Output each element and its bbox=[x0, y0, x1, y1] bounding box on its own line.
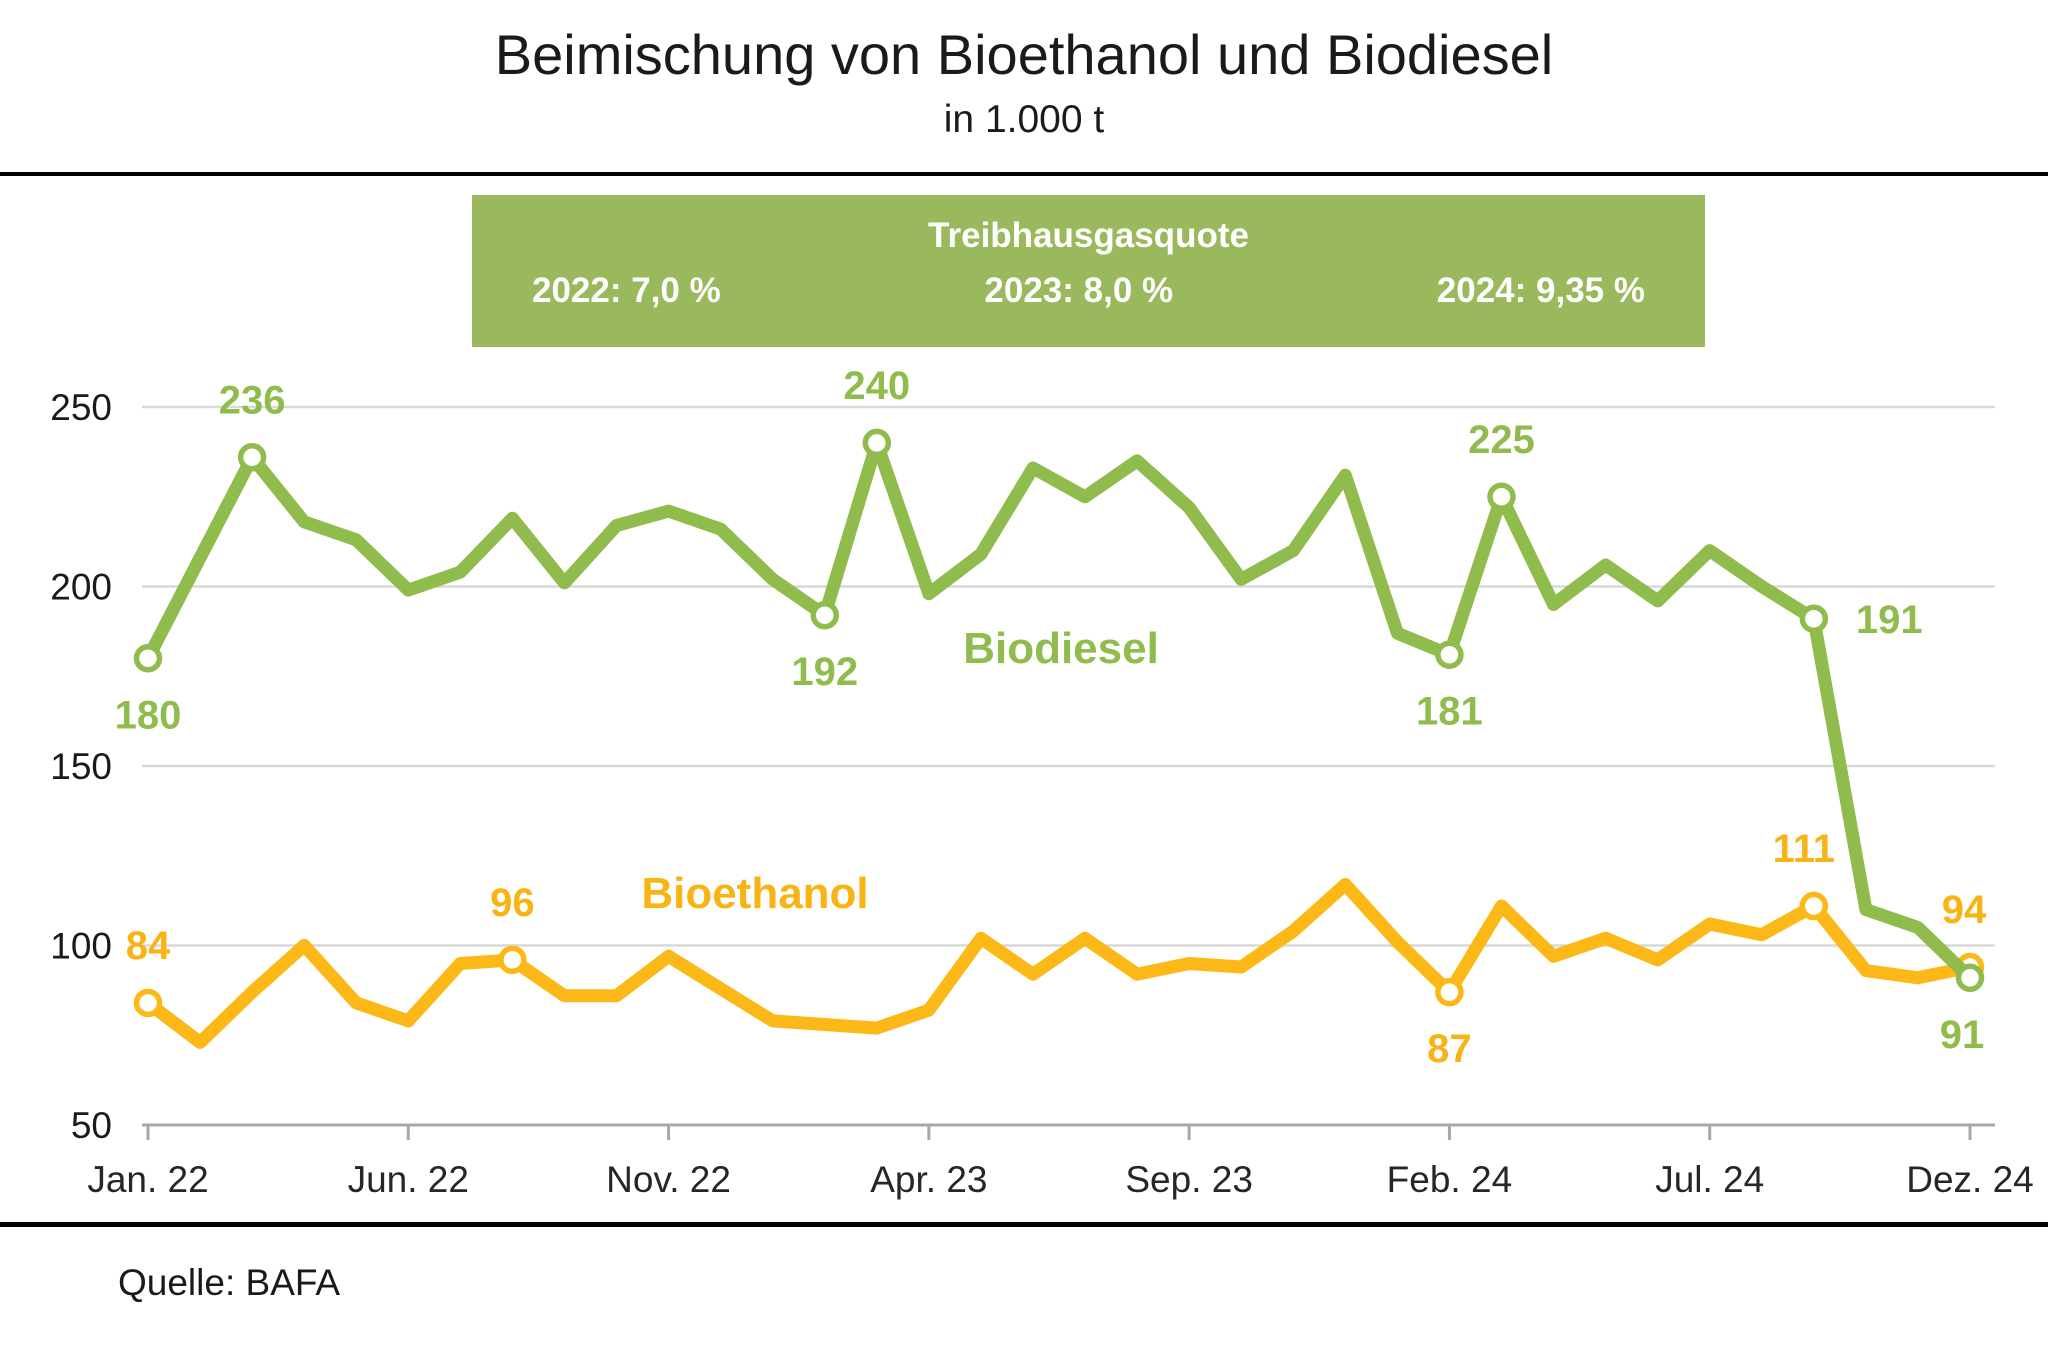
biodiesel-line bbox=[141, 436, 1977, 985]
y-axis-label-200: 200 bbox=[50, 567, 112, 608]
biodiesel-marker-236 bbox=[237, 443, 267, 472]
x-axis-label-6: Jul. 24 bbox=[1655, 1159, 1764, 1200]
x-axis-label-3: Apr. 23 bbox=[870, 1159, 987, 1200]
x-axis-label-0: Jan. 22 bbox=[87, 1159, 208, 1200]
y-axis-label-50: 50 bbox=[71, 1105, 112, 1146]
biodiesel-series-label: Biodiesel bbox=[963, 624, 1159, 673]
x-axis-label-5: Feb. 24 bbox=[1387, 1159, 1512, 1200]
bioethanol-marker-84 bbox=[133, 988, 163, 1018]
biodiesel-marker-192 bbox=[810, 600, 839, 630]
x-axis-label-7: Dez. 24 bbox=[1906, 1159, 2034, 1200]
quota-2024: 2024: 9,35 % bbox=[1436, 271, 1645, 310]
biodiesel-point-label-180: 180 bbox=[115, 693, 182, 737]
quota-banner-row: 2022: 7,0 % 2023: 8,0 % 2024: 9,35 % bbox=[472, 257, 1705, 311]
header-divider bbox=[0, 172, 2048, 176]
bioethanol-point-label-84: 84 bbox=[126, 924, 171, 968]
biodiesel-marker-181 bbox=[1435, 640, 1464, 669]
biodiesel-marker-91 bbox=[1955, 963, 1985, 993]
y-axis-label-250: 250 bbox=[50, 387, 112, 428]
source-label: Quelle: BAFA bbox=[118, 1262, 341, 1303]
y-axis-label-100: 100 bbox=[50, 926, 112, 967]
quota-banner: Treibhausgasquote 2022: 7,0 % 2023: 8,0 … bbox=[472, 195, 1705, 347]
biodiesel-marker-191 bbox=[1799, 604, 1829, 634]
bioethanol-point-label-96: 96 bbox=[490, 881, 535, 925]
footer-divider bbox=[0, 1222, 2048, 1227]
page-title: Beimischung von Bioethanol und Biodiesel bbox=[494, 23, 1554, 86]
bioethanol-marker-87 bbox=[1435, 977, 1464, 1007]
bioethanol-point-label-87: 87 bbox=[1427, 1027, 1472, 1071]
bioethanol-line bbox=[141, 878, 1977, 1049]
bioethanol-point-label-111: 111 bbox=[1773, 827, 1835, 871]
biodiesel-marker-225 bbox=[1487, 482, 1516, 511]
biodiesel-point-label-236: 236 bbox=[219, 378, 286, 422]
biodiesel-point-label-91: 91 bbox=[1940, 1013, 1985, 1057]
biodiesel-point-label-225: 225 bbox=[1468, 418, 1535, 462]
bioethanol-point-label-94: 94 bbox=[1942, 888, 1987, 932]
bioethanol-marker-96 bbox=[498, 945, 527, 975]
quota-banner-title: Treibhausgasquote bbox=[928, 216, 1249, 255]
y-axis-label-150: 150 bbox=[50, 746, 112, 787]
biodiesel-point-label-181: 181 bbox=[1416, 690, 1483, 734]
biodiesel-point-label-192: 192 bbox=[791, 650, 858, 694]
x-axis-label-1: Jun. 22 bbox=[348, 1159, 469, 1200]
quota-2022: 2022: 7,0 % bbox=[532, 271, 721, 310]
biodiesel-point-label-191: 191 bbox=[1856, 598, 1923, 642]
page-subtitle: in 1.000 t bbox=[943, 98, 1105, 141]
biodiesel-point-label-240: 240 bbox=[843, 364, 910, 408]
biodiesel-marker-180 bbox=[133, 644, 163, 673]
x-axis-label-4: Sep. 23 bbox=[1125, 1159, 1253, 1200]
bioethanol-series-label: Bioethanol bbox=[641, 869, 868, 918]
biodiesel-marker-240 bbox=[862, 428, 892, 458]
bioethanol-marker-111 bbox=[1799, 891, 1829, 921]
quota-2023: 2023: 8,0 % bbox=[984, 271, 1174, 310]
x-axis-label-2: Nov. 22 bbox=[606, 1159, 731, 1200]
